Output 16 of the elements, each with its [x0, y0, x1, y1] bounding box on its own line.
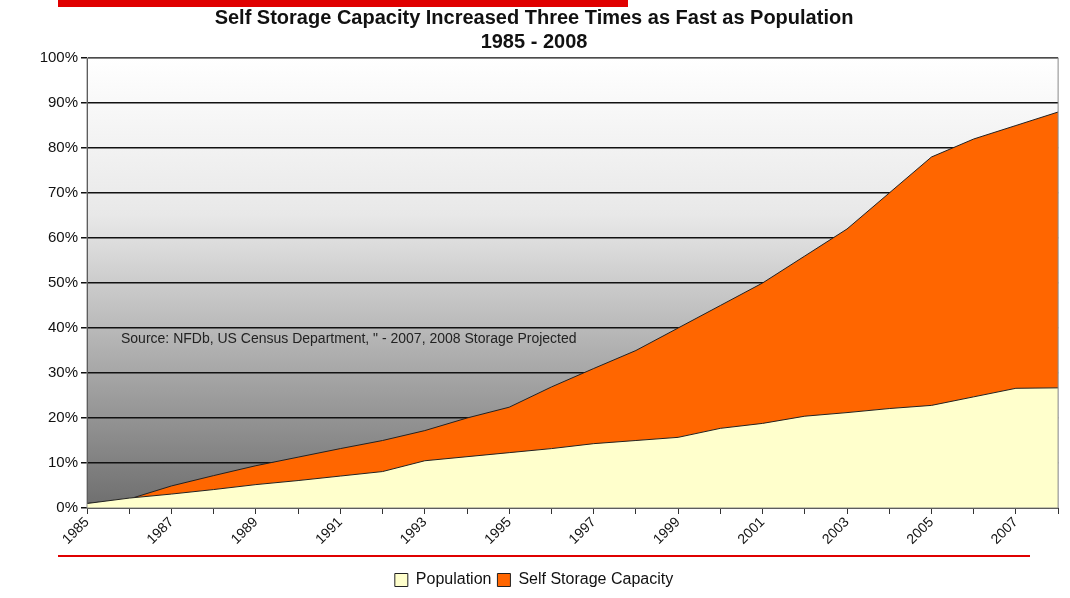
y-tick-label: 40% — [47, 318, 78, 336]
y-tick-label: 70% — [47, 183, 78, 201]
y-tick-label: 20% — [47, 408, 78, 426]
annotation: Source: NFDb, US Census Department, " - 2007, 2008 Storage Projected — [121, 330, 577, 347]
legend-label: Self Storage Capacity — [518, 570, 674, 588]
chart-title: Self Storage Capacity Increased Three Times as Fast as Population — [214, 5, 854, 28]
legend-label: Population — [415, 570, 492, 588]
y-tick-label: 60% — [47, 228, 78, 246]
y-tick-label: 90% — [47, 93, 78, 111]
chart-subtitle: 1985 - 2008 — [480, 29, 588, 52]
y-tick-label: 0% — [56, 498, 78, 516]
y-tick-label: 10% — [47, 453, 78, 471]
y-tick-label: 50% — [47, 273, 78, 291]
y-tick-label: 100% — [39, 48, 78, 66]
y-tick-label: 30% — [47, 363, 78, 381]
y-tick-label: 80% — [47, 138, 78, 156]
